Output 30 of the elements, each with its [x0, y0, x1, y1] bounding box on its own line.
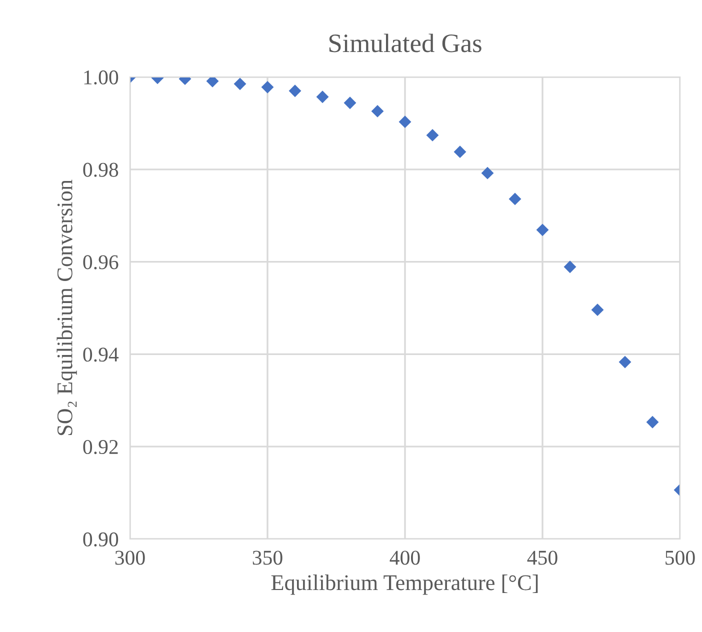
point [481, 166, 494, 180]
point [564, 260, 576, 274]
x-tick-label: 350 [252, 550, 282, 565]
y-tick-label: 0.90 [83, 532, 118, 547]
point [371, 104, 384, 118]
x-tick-label: 300 [115, 550, 145, 565]
point [234, 78, 246, 90]
point [508, 192, 522, 206]
point [398, 116, 412, 128]
y-tick-label: 0.94 [83, 348, 119, 362]
point [646, 416, 659, 428]
y-tick-label: 0.96 [83, 255, 118, 270]
y-axis-title: SO₂ Equilibrium Conversion [56, 180, 77, 436]
point [536, 224, 549, 236]
point [454, 146, 466, 158]
x-tick-label: 500 [666, 550, 695, 565]
x-tick-label: 450 [527, 550, 558, 565]
point [591, 304, 604, 316]
point [288, 84, 302, 98]
point [316, 90, 329, 104]
x-tick-label: 400 [390, 550, 420, 565]
chart-title: Simulated Gas [329, 34, 482, 52]
y-tick-label: 0.98 [83, 162, 118, 177]
point [426, 129, 439, 142]
y-tick-label: 0.92 [83, 440, 118, 454]
point [261, 80, 274, 94]
point [618, 356, 632, 368]
y-tick-label: 1.00 [84, 70, 118, 85]
point [344, 96, 356, 110]
x-axis-title: Equilibrium Temperature [°C] [271, 574, 538, 595]
